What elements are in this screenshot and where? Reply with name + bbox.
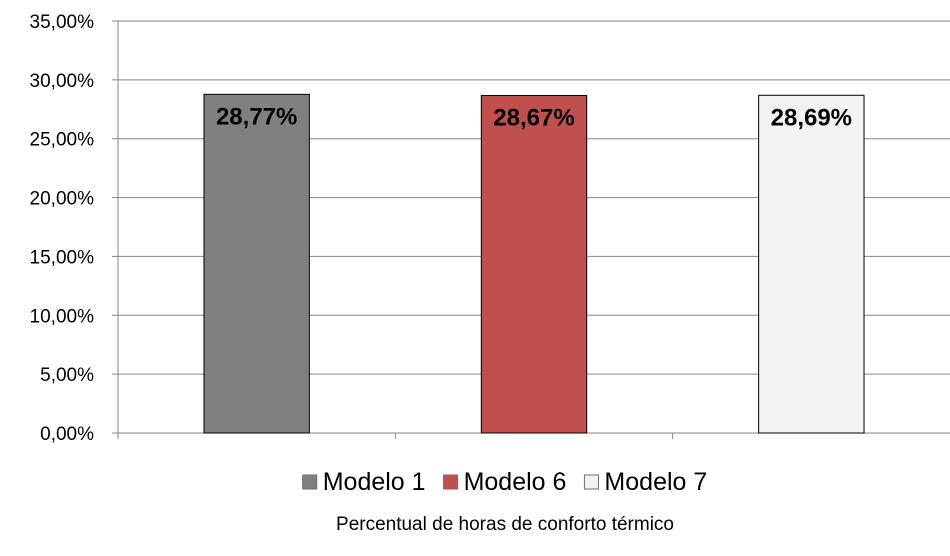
y-tick-label: 20,00%	[30, 189, 95, 210]
legend-swatch	[583, 474, 599, 490]
y-tick-label: 5,00%	[40, 365, 94, 386]
bar-modelo-1	[203, 93, 310, 434]
data-label: 28,67%	[493, 105, 574, 132]
legend-label: Modelo 6	[464, 468, 567, 496]
y-tick-label: 10,00%	[30, 306, 95, 327]
y-tick-label: 35,00%	[30, 12, 95, 33]
legend-item: Modelo 6	[443, 468, 567, 496]
bar-modelo-6	[480, 95, 588, 434]
legend: Modelo 1 Modelo 6 Modelo 7	[302, 468, 707, 496]
legend-item: Modelo 7	[583, 468, 707, 496]
y-tick-labels: 0,00% 5,00% 10,00% 15,00% 20,00% 25,00% 30,00%…	[30, 12, 95, 445]
data-label: 28,77%	[216, 103, 297, 130]
legend-swatch	[443, 474, 459, 490]
legend-item: Modelo 1	[302, 468, 426, 496]
bars	[203, 93, 865, 434]
data-labels: 28,77% 28,67% 28,69%	[216, 103, 852, 131]
legend-swatch	[302, 474, 318, 490]
bar-modelo-7	[758, 94, 865, 434]
y-tick-label: 25,00%	[30, 130, 95, 151]
legend-label: Modelo 1	[323, 468, 426, 496]
data-label: 28,69%	[771, 104, 852, 131]
x-axis-label: Percentual de horas de conforto térmico	[336, 514, 674, 535]
y-tick-label: 15,00%	[30, 247, 95, 268]
y-tick-label: 30,00%	[30, 71, 95, 92]
y-tick-label: 0,00%	[40, 424, 94, 445]
legend-label: Modelo 7	[604, 468, 707, 496]
